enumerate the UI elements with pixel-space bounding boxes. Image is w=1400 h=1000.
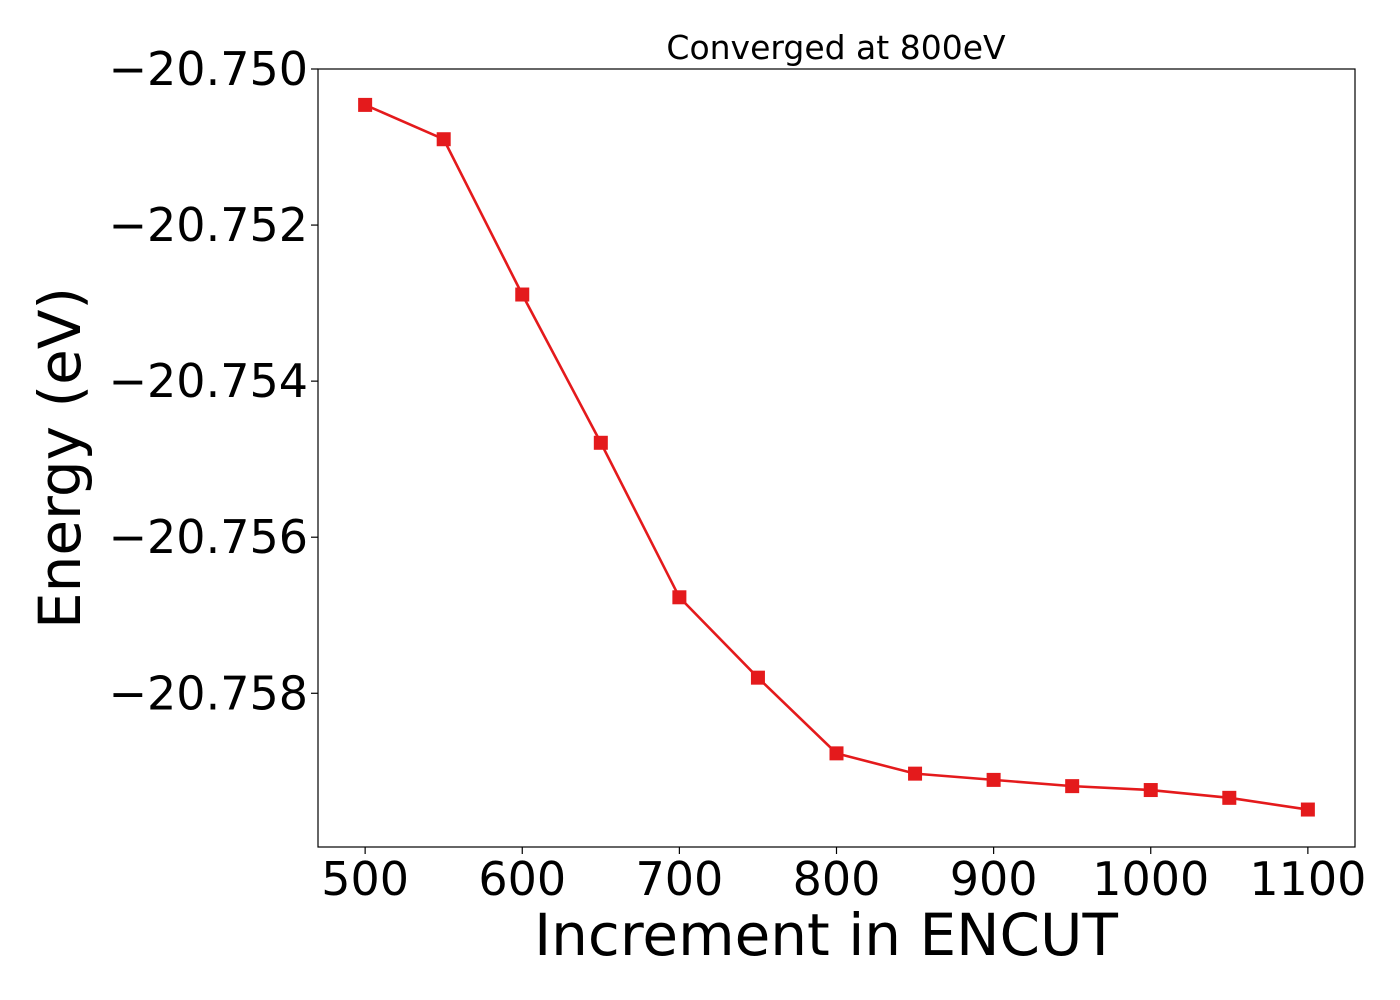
y-tick-label: −20.750 [109, 42, 309, 96]
x-tick-label: 500 [321, 852, 409, 906]
data-point-marker [750, 670, 765, 685]
data-point-marker [1222, 790, 1237, 805]
data-point-marker [515, 287, 530, 302]
data-point-marker [358, 97, 373, 112]
y-tick-label: −20.756 [109, 510, 309, 564]
y-axis: −20.750 −20.752 −20.754 −20.756 −20.758 [109, 42, 318, 720]
x-tick-label: 900 [950, 852, 1038, 906]
y-axis-label: Energy (eV) [26, 287, 94, 629]
data-point-marker [1300, 802, 1315, 817]
series-layer [358, 97, 1315, 817]
y-tick-label: −20.752 [109, 198, 309, 252]
x-tick-label: 1100 [1249, 852, 1366, 906]
y-tick-label: −20.758 [109, 666, 309, 720]
data-point-marker [908, 766, 923, 781]
data-point-marker [986, 772, 1001, 787]
x-tick-label: 700 [635, 852, 723, 906]
x-tick-label: 1000 [1092, 852, 1209, 906]
x-axis-label: Increment in ENCUT [534, 901, 1118, 969]
x-tick-label: 600 [478, 852, 566, 906]
x-tick-label: 800 [793, 852, 881, 906]
x-axis: 500 600 700 800 900 1000 1100 [321, 847, 1366, 906]
data-point-marker [672, 590, 687, 605]
data-point-marker [1065, 779, 1080, 794]
data-point-marker [436, 132, 451, 147]
chart-title: Converged at 800eV [666, 28, 1006, 67]
y-tick-label: −20.754 [109, 354, 309, 408]
data-point-marker [593, 435, 608, 450]
data-point-marker [829, 746, 844, 761]
data-point-marker [1143, 783, 1158, 798]
